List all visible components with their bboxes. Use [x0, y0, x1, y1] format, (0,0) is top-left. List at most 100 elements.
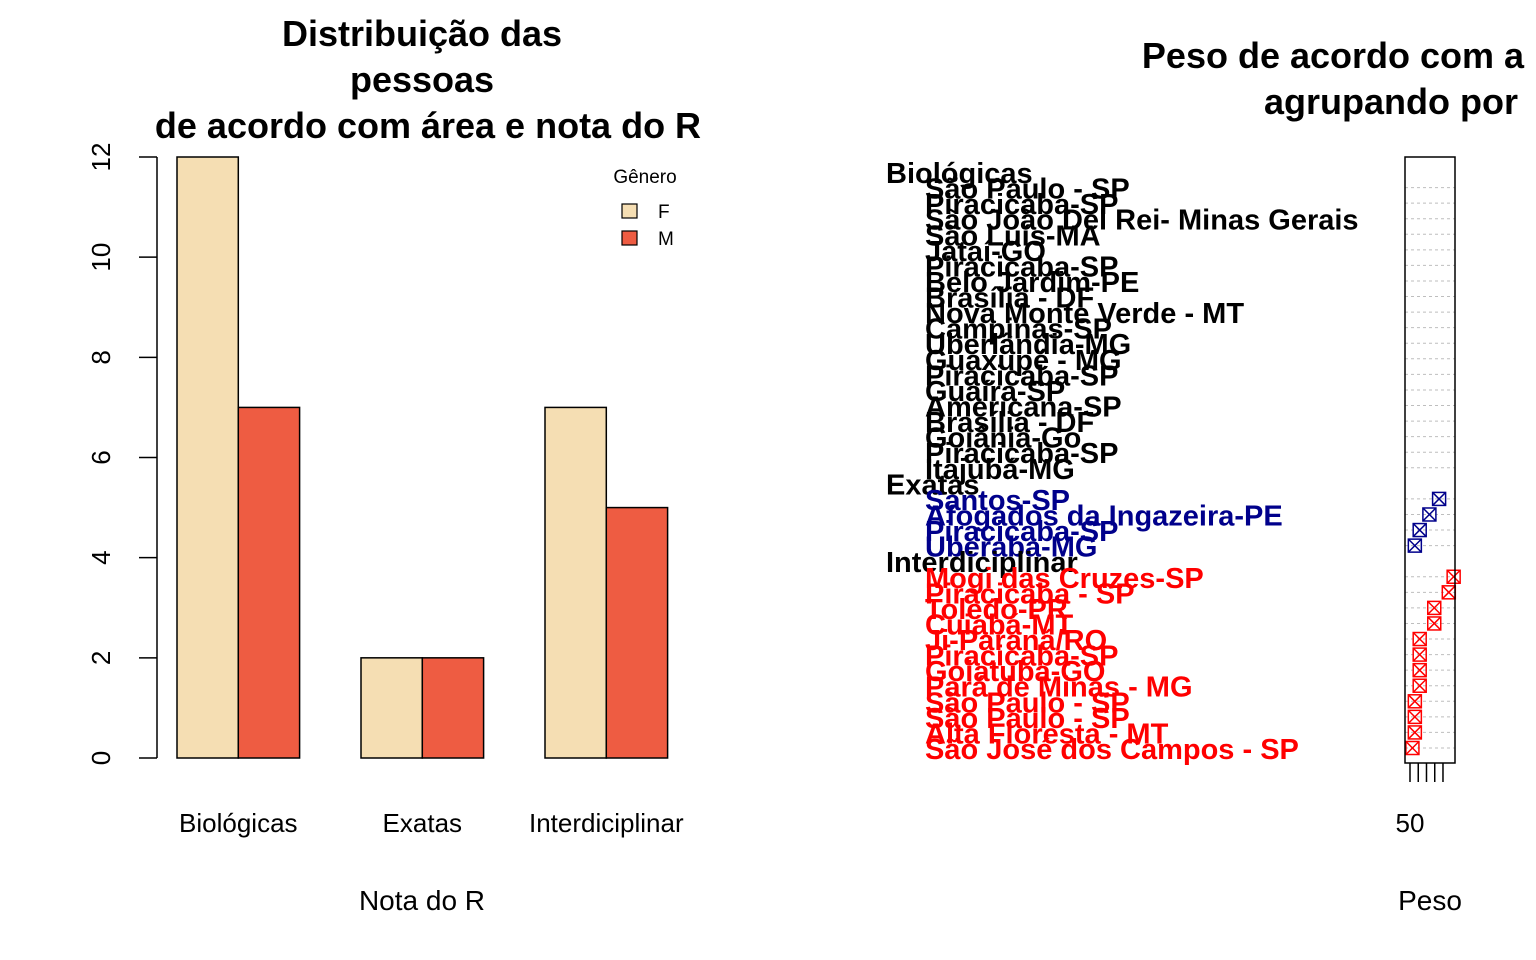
data-point: [1412, 647, 1427, 662]
y-tick-label: 4: [86, 550, 116, 564]
dot-label: Piracicaba-SP: [925, 438, 1118, 470]
data-point-box: [1412, 522, 1427, 538]
data-point: [1412, 522, 1427, 538]
dot-chart-x-axis-label: Peso: [1398, 885, 1462, 916]
data-point-cross: [1412, 523, 1427, 538]
data-point-box: [1407, 725, 1423, 740]
x-tick-label: Biológicas: [179, 808, 298, 838]
dot-label: Piracicaba - SP: [925, 578, 1135, 610]
data-point: [1407, 709, 1423, 725]
dot-label: São Paulo - SP: [925, 687, 1130, 719]
dot-label: Piracicaba-SP: [925, 251, 1118, 283]
legend-swatch-F: [621, 203, 638, 219]
dot-label: Uberaba-MG: [925, 532, 1097, 564]
data-point-cross: [1407, 538, 1422, 553]
dot-label: Brasília - DF: [925, 283, 1094, 315]
data-point-box: [1412, 647, 1427, 662]
dot-chart-x-axis: [1409, 763, 1444, 782]
data-point: [1407, 725, 1423, 740]
bar-M-1: [421, 657, 485, 759]
bar-chart-bars: [176, 156, 669, 759]
group-header: Biológicas: [886, 158, 1033, 190]
legend-label-M: M: [658, 229, 674, 250]
dot-chart-title-line-1: Peso de acordo com a: [1142, 35, 1525, 76]
dot-label: Afogados da Ingazeira-PE: [925, 500, 1283, 532]
bar-F-0: [176, 156, 240, 759]
data-point-cross: [1407, 725, 1422, 740]
dot-label: Americana-SP: [925, 392, 1122, 424]
data-point: [1405, 740, 1420, 756]
dot-label: Itajubá-MG: [925, 454, 1075, 486]
x-tick-label: Exatas: [383, 808, 463, 838]
dot-label: Piracicaba-SP: [925, 189, 1118, 221]
data-point-box: [1427, 616, 1442, 631]
data-point-box: [1407, 538, 1423, 553]
data-point-cross: [1412, 663, 1427, 678]
bar-chart-title-line-3: de acordo com área e nota do R: [155, 105, 701, 146]
data-point: [1427, 600, 1442, 616]
data-point: [1412, 631, 1427, 647]
y-tick-label: 10: [86, 243, 116, 272]
bar-M-0: [237, 406, 301, 759]
y-tick-label: 2: [86, 651, 116, 665]
dot-label: Toledo-PR: [925, 594, 1068, 626]
dot-chart-gridlines: [1405, 187, 1455, 749]
dot-label: Mogi das Cruzes-SP: [925, 563, 1204, 595]
dot-label: Piracicaba-SP: [925, 641, 1118, 673]
x-tick-label: Interdiciplinar: [529, 808, 684, 838]
bar-chart-x-axis-label: Nota do R: [359, 885, 485, 916]
data-point-box: [1412, 631, 1427, 647]
bar-M-2: [605, 506, 669, 759]
data-point-cross: [1441, 585, 1456, 600]
dot-label: Goiânia-Go: [925, 423, 1081, 455]
data-point-box: [1446, 569, 1461, 585]
bar-F-1: [360, 657, 424, 759]
y-tick-label: 12: [86, 143, 116, 172]
dot-label: Jataí-GO: [925, 236, 1046, 268]
data-point-cross: [1412, 631, 1427, 647]
data-point: [1412, 678, 1427, 693]
data-point: [1446, 569, 1461, 585]
legend-swatch-M: [621, 230, 638, 246]
data-point: [1412, 662, 1427, 678]
dot-label: Santos-SP: [925, 485, 1070, 517]
dot-label: Campinas-SP: [925, 314, 1112, 346]
data-point-cross: [1412, 678, 1427, 693]
data-point-cross: [1412, 647, 1427, 662]
bar-chart-legend: Gênero FM: [613, 167, 676, 250]
data-point-box: [1422, 507, 1437, 522]
data-point: [1427, 616, 1442, 631]
data-point-box: [1431, 491, 1447, 507]
dot-chart-title-line-2: agrupando por: [1264, 81, 1518, 122]
group-header: Interdiciplinar: [886, 547, 1078, 579]
data-point-cross: [1407, 694, 1422, 709]
y-tick-label: 0: [86, 751, 116, 765]
data-point-cross: [1422, 507, 1437, 522]
data-point-cross: [1427, 616, 1442, 631]
bar-chart-title-line-1: Distribuição das: [282, 13, 562, 54]
dot-label: Pará de Minas - MG: [925, 672, 1193, 704]
dot-label: Piracicaba-SP: [925, 360, 1118, 392]
dot-label: São José dos Campos - SP: [925, 734, 1299, 766]
data-point: [1407, 538, 1423, 553]
dot-label: Nova Monte Verde - MT: [925, 298, 1244, 330]
dot-label: São Paulo - SP: [925, 703, 1130, 735]
bar-chart-y-axis: 0 2 4 6 8 10 12: [86, 143, 158, 765]
data-point: [1407, 694, 1423, 709]
bar-chart-x-tick-labels: Biológicas Exatas Interdiciplinar: [179, 808, 684, 838]
data-point-cross: [1405, 740, 1420, 756]
data-point-box: [1405, 740, 1420, 756]
dot-label: São João Del Rei- Minas Gerais: [925, 205, 1359, 237]
data-point: [1431, 491, 1447, 507]
legend-title: Gênero: [613, 167, 676, 188]
data-point-box: [1427, 600, 1442, 616]
dot-label: Guaíra-SP: [925, 376, 1065, 408]
dot-label: Goiatuba-GO: [925, 656, 1105, 688]
dot-label: Brasília - DF: [925, 407, 1094, 439]
data-point-cross: [1427, 600, 1442, 615]
data-point-cross: [1446, 569, 1461, 584]
data-point-cross: [1432, 491, 1447, 506]
data-point-box: [1412, 662, 1427, 678]
dot-label: Piracicaba-SP: [925, 516, 1118, 548]
